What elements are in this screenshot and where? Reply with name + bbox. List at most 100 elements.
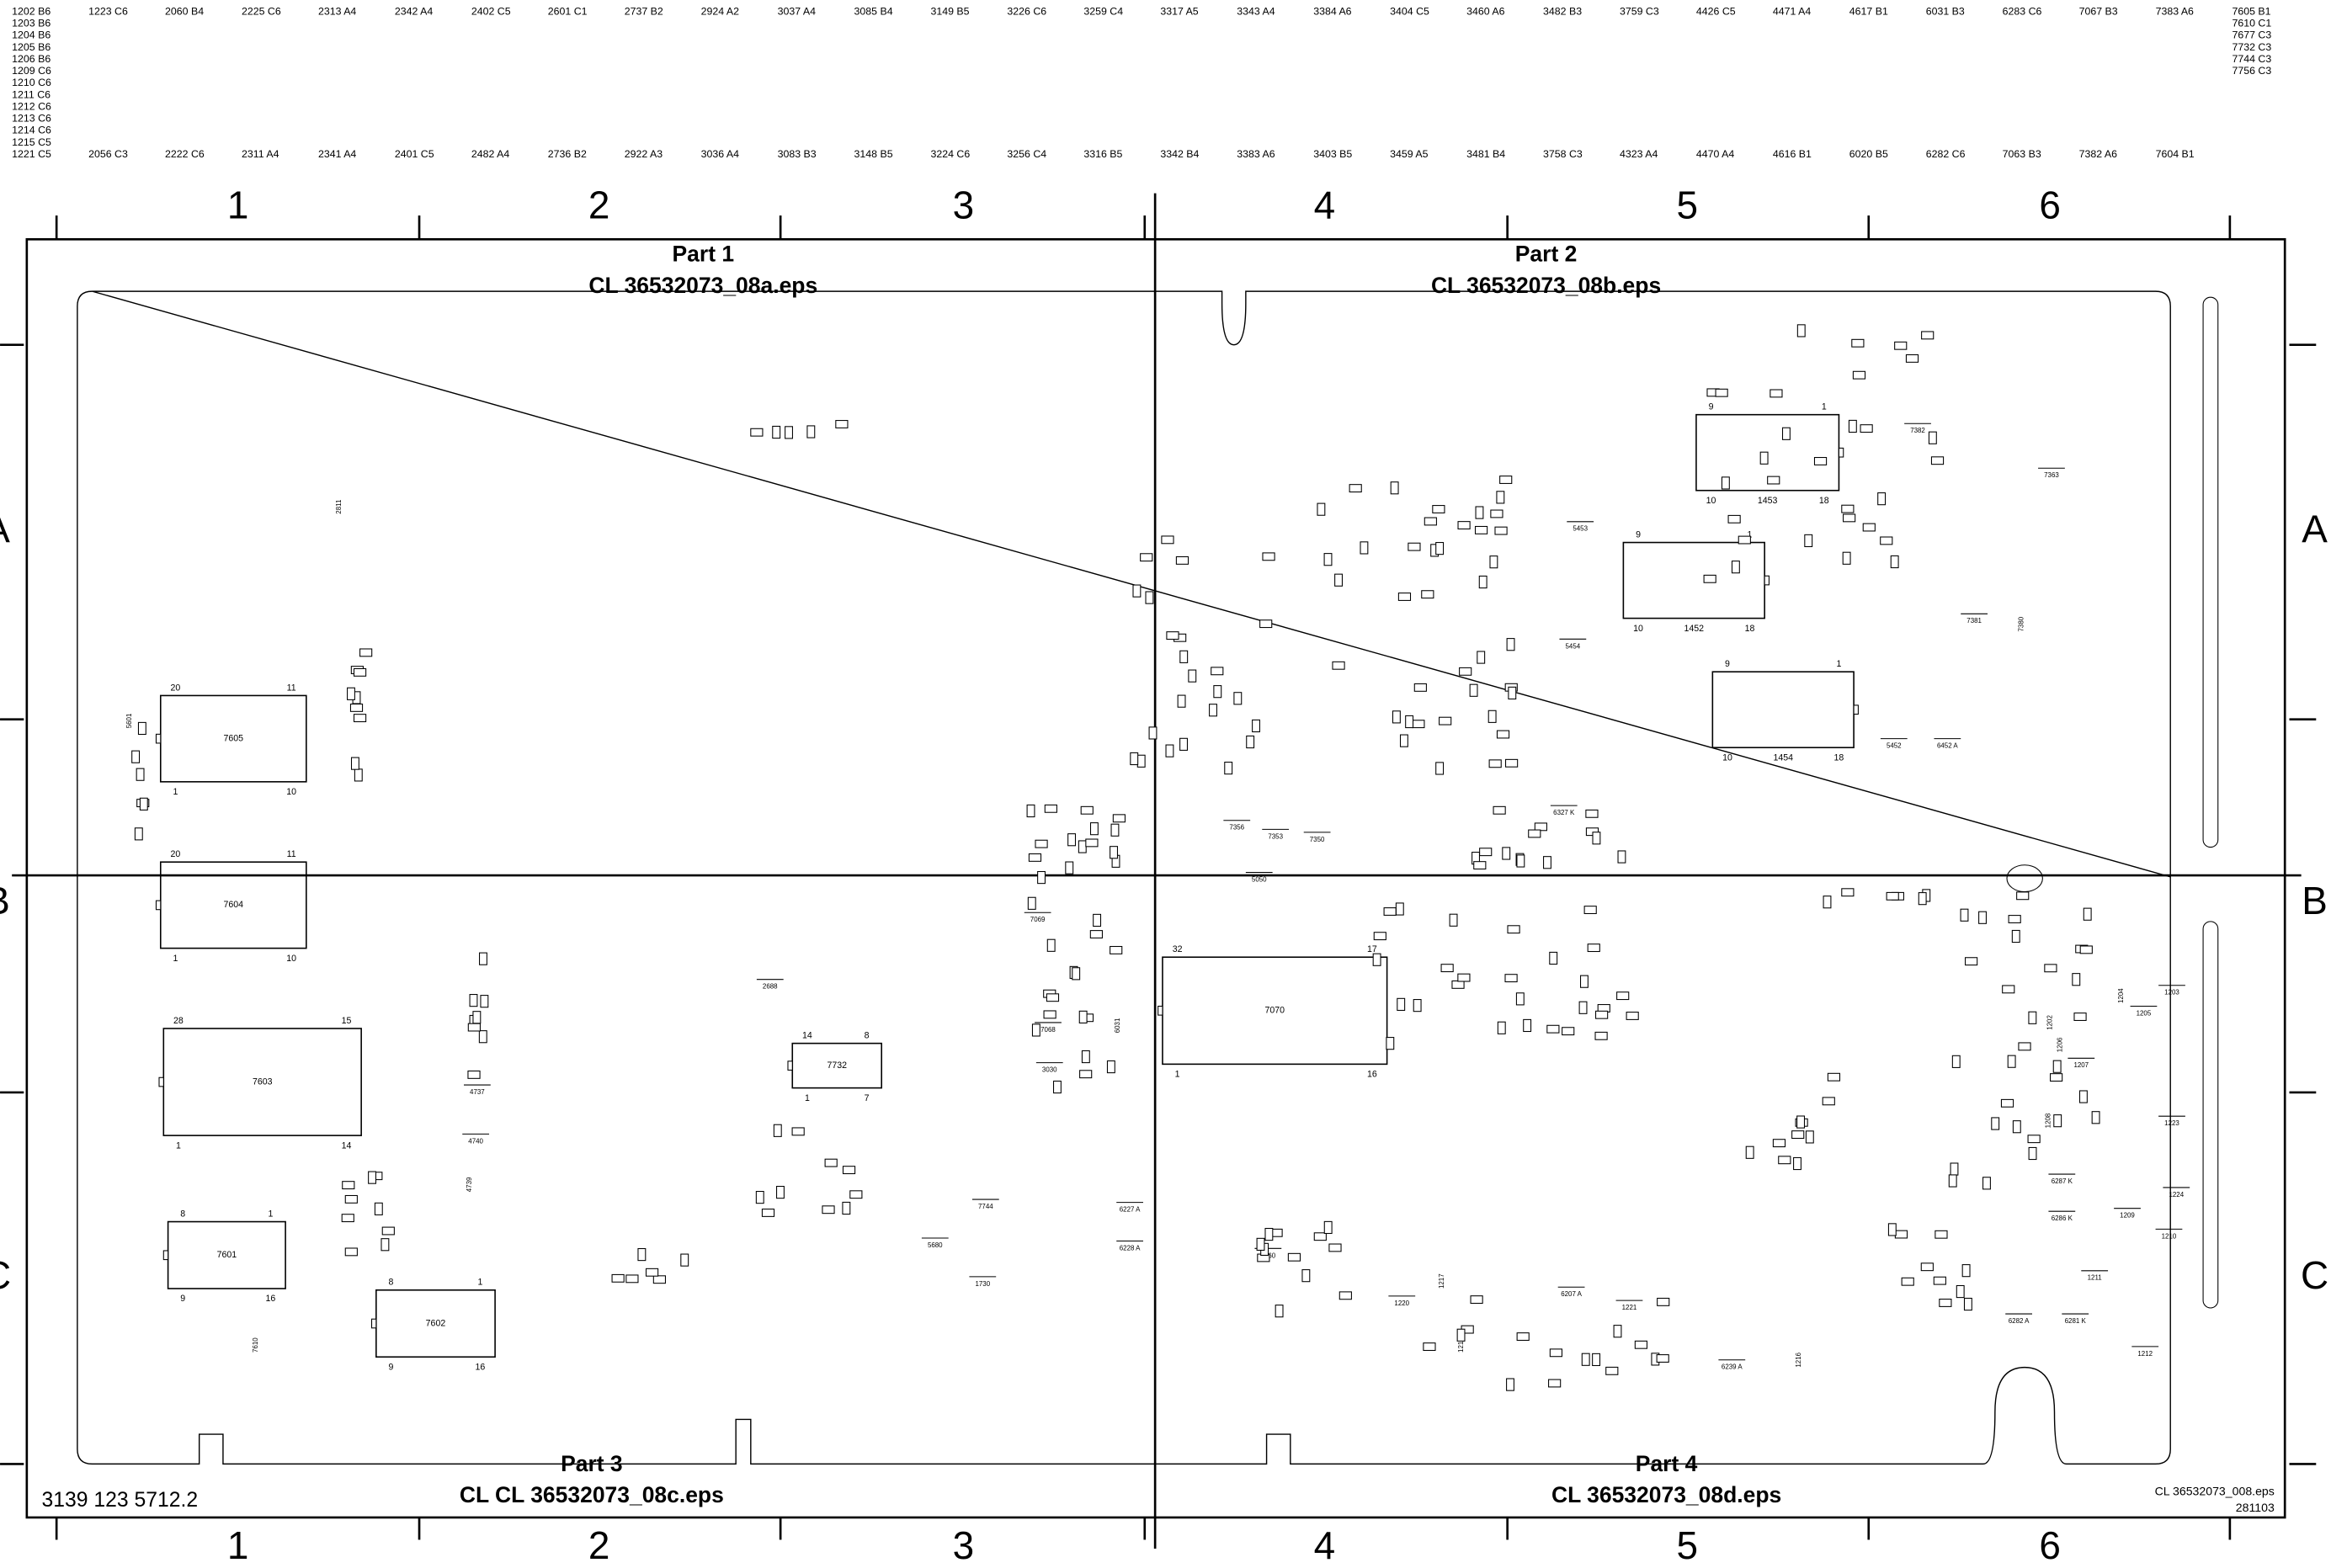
reference-entry: 7382 A6	[2079, 148, 2117, 160]
grid-row-label: B	[2302, 879, 2328, 922]
component-label: 6281 K	[2065, 1317, 2087, 1325]
smd-pad	[1432, 505, 1445, 513]
pin-label: 1	[1836, 659, 1841, 669]
pin-label: 8	[389, 1278, 394, 1288]
smd-pad	[842, 1201, 851, 1215]
reference-entry: 1214 C6	[12, 125, 51, 136]
reference-entry: 2922 A3	[625, 148, 663, 160]
pin-label: 16	[1367, 1070, 1377, 1080]
reference-entry: 1205 B6	[12, 41, 51, 53]
smd-pad	[1496, 730, 1510, 739]
reference-entry: 1221 C5	[12, 148, 51, 160]
smd-pad	[1078, 840, 1087, 853]
smd-pad	[761, 1209, 775, 1217]
pin-label: 10	[286, 787, 296, 797]
smd-pad	[354, 768, 363, 782]
component-label: 2688	[763, 983, 778, 991]
smd-pad	[1165, 744, 1174, 757]
smd-pad	[353, 714, 367, 723]
pin-label: 16	[266, 1294, 276, 1304]
smd-pad	[368, 1171, 376, 1184]
smd-pad	[1440, 964, 1454, 973]
component-label: 7356	[1229, 824, 1244, 832]
smd-pad	[772, 425, 781, 439]
pin1-notch	[1838, 447, 1844, 458]
reference-entry: 3036 A4	[701, 148, 739, 160]
pin-label: 9	[1709, 402, 1714, 412]
ic-label: 1453	[1758, 496, 1778, 506]
smd-pad	[1424, 517, 1437, 526]
smd-pad	[1605, 1366, 1619, 1375]
grid-column-label: 3	[953, 1523, 975, 1567]
smd-pad	[1479, 848, 1493, 857]
ic-label: 7732	[827, 1060, 847, 1071]
component-label: 5680	[928, 1241, 943, 1249]
smd-pad	[1046, 938, 1056, 952]
smd-pad	[1991, 1117, 2000, 1130]
pin1-notch	[1764, 575, 1770, 586]
component-label: 1210	[2162, 1232, 2177, 1240]
ic-body	[1711, 671, 1855, 749]
smd-pad	[1179, 650, 1189, 663]
component-label: 5453	[1573, 525, 1588, 533]
smd-pad	[1451, 980, 1465, 989]
smd-pad	[1613, 1325, 1622, 1338]
reference-entry: 6020 B5	[1849, 148, 1888, 160]
pin1-notch	[155, 733, 162, 744]
smd-pad	[1166, 631, 1179, 640]
component-label: 7380	[2018, 616, 2025, 631]
smd-pad	[1880, 536, 1893, 545]
smd-pad	[1323, 1220, 1333, 1235]
smd-pad	[1928, 431, 1937, 444]
smd-pad	[1477, 651, 1486, 664]
smd-pad	[680, 1253, 689, 1267]
smd-pad	[1862, 523, 1876, 532]
reference-entry: 3256 C4	[1007, 148, 1046, 160]
reference-entry: 3460 A6	[1466, 5, 1504, 17]
smd-pad	[469, 994, 478, 1007]
component-label: 1209	[2120, 1212, 2135, 1220]
smd-pad	[1727, 514, 1741, 524]
component-label: 5601	[125, 713, 133, 728]
smd-pad	[1067, 833, 1077, 847]
smd-pad	[136, 768, 145, 781]
smd-pad	[2052, 1060, 2062, 1073]
pin-label: 18	[1819, 496, 1829, 506]
smd-pad	[750, 428, 764, 437]
smd-pad	[1028, 853, 1042, 862]
smd-pad	[2050, 1073, 2063, 1082]
pin-label: 20	[171, 683, 181, 693]
reference-entry: 3226 C6	[1007, 5, 1046, 17]
component-label: 1208	[2045, 1113, 2052, 1128]
grid-row-label: A	[0, 507, 10, 550]
pin1-notch	[1158, 1005, 1163, 1016]
pin-label: 7	[865, 1093, 870, 1103]
smd-pad	[1408, 542, 1421, 551]
smd-pad	[1951, 1055, 1961, 1068]
smd-pad	[1338, 1291, 1352, 1300]
smd-pad	[480, 995, 489, 1008]
smd-pad	[1262, 552, 1275, 561]
component-label: 6452 A	[1937, 742, 1958, 750]
mounting-hole	[2006, 864, 2043, 893]
smd-pad	[467, 1023, 481, 1032]
smd-pad	[2072, 973, 2081, 986]
smd-pad	[1848, 419, 1857, 433]
reference-entry: 7756 C3	[2233, 65, 2272, 77]
reference-entry: 6283 C6	[2003, 5, 2042, 17]
smd-pad	[131, 750, 141, 763]
smd-pad	[1132, 584, 1142, 598]
smd-pad	[1140, 553, 1153, 562]
reference-entry: 2924 A2	[701, 5, 739, 17]
smd-pad	[1397, 593, 1412, 601]
smd-pad	[139, 797, 148, 811]
smd-pad	[1890, 555, 1899, 569]
reference-entry: 2341 A4	[318, 148, 356, 160]
smd-pad	[1721, 476, 1730, 490]
grid-column-label: 5	[1677, 1523, 1699, 1567]
pin-label: 18	[1834, 752, 1844, 763]
smd-pad	[1089, 930, 1103, 938]
smd-pad	[1213, 685, 1222, 699]
reference-entry: 1213 C6	[12, 113, 51, 125]
smd-pad	[1738, 535, 1751, 545]
